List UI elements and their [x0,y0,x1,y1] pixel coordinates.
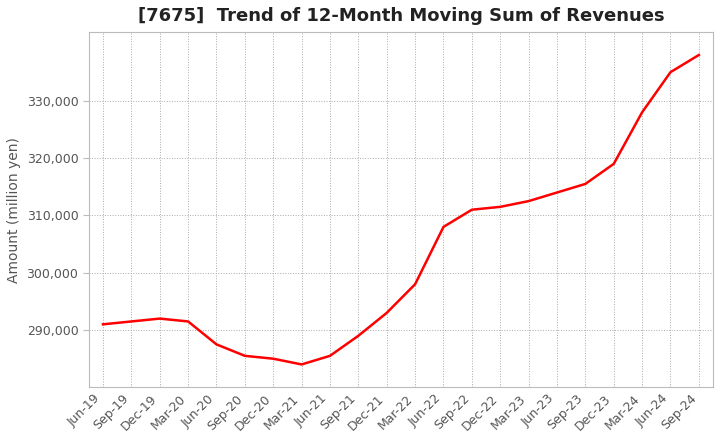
Title: [7675]  Trend of 12-Month Moving Sum of Revenues: [7675] Trend of 12-Month Moving Sum of R… [138,7,665,25]
Y-axis label: Amount (million yen): Amount (million yen) [7,137,21,282]
